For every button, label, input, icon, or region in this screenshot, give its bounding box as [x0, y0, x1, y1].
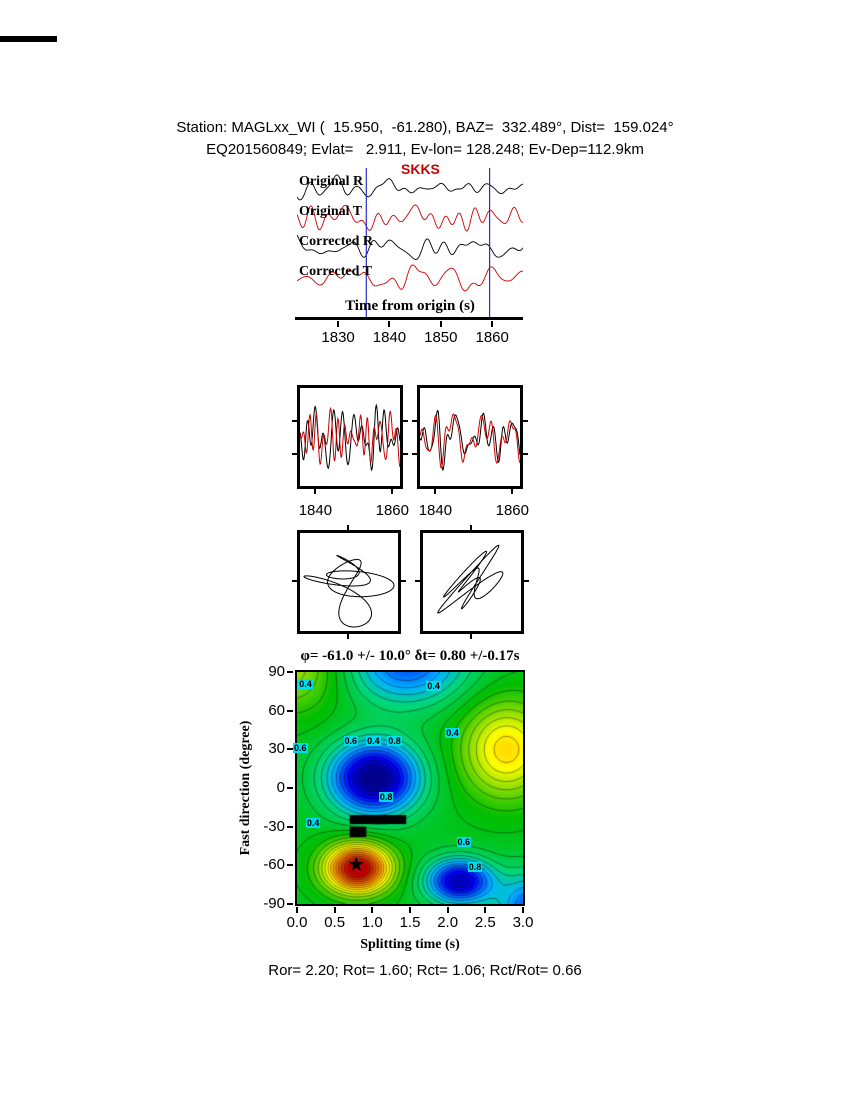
- contour-x-tick-label: 1.0: [361, 914, 383, 931]
- zoom-tick-label: 1860: [375, 502, 409, 519]
- contour-y-tick-label: -90: [263, 895, 285, 912]
- zoom-waveforms-corrected: [419, 409, 521, 472]
- trace-label: Corrected R: [299, 234, 373, 249]
- contour-y-tick-label: 30: [268, 740, 285, 758]
- contour-x-tick: [333, 907, 336, 913]
- panel-tick: [523, 420, 528, 422]
- contour-x-tick: [371, 907, 374, 913]
- time-axis-label: Time from origin (s): [345, 298, 475, 314]
- time-axis-tick-label: 1860: [475, 329, 509, 346]
- zoom-tick-label: 1840: [298, 502, 333, 519]
- panel-tick: [412, 453, 417, 455]
- zoom-tick-label: 1840: [418, 502, 453, 519]
- scan-artifact-bar: [0, 36, 57, 42]
- phase-label: SKKS: [401, 161, 440, 177]
- panel-tick: [292, 453, 297, 455]
- seismogram-trace-panel: Original R Original T Corrected R Corrected…: [296, 166, 524, 318]
- quality-stats-line: Ror= 2.20; Rot= 1.60; Rct= 1.06; Rct/Rot…: [268, 962, 582, 979]
- time-axis-tick-label: 1830: [321, 329, 355, 346]
- time-axis-tick-label: 1840: [372, 329, 407, 346]
- contour-x-tick-label: 2.5: [474, 914, 496, 931]
- zoom-panel-original: [292, 385, 408, 494]
- seismogram-traces: [296, 168, 524, 318]
- station-info-line: Station: MAGLxx_WI ( 15.950, -61.280), B…: [176, 119, 674, 136]
- zoom-waveforms-original: [299, 403, 401, 472]
- time-axis-tick: [491, 321, 494, 327]
- contour-y-tick: [287, 903, 293, 905]
- particle-motion-original: [292, 525, 406, 639]
- contour-y-tick-label: -60: [263, 856, 285, 874]
- contour-y-tick-label: 60: [268, 701, 285, 719]
- contour-y-tick: [287, 671, 293, 673]
- event-info-line: EQ201560849; Evlat= 2.911, Ev-lon= 128.2…: [206, 141, 644, 158]
- panel-tick: [434, 489, 437, 494]
- trace-label: Corrected T: [299, 264, 372, 279]
- contour-y-tick: [287, 709, 293, 712]
- contour-x-tick-label: 3.0: [512, 914, 534, 931]
- panel-tick: [292, 420, 297, 422]
- panel-tick: [412, 420, 417, 422]
- panel-tick: [524, 580, 529, 582]
- panel-tick: [403, 420, 408, 422]
- contour-y-tick: [287, 825, 293, 828]
- panel-tick: [292, 580, 297, 582]
- trace-label: Original R: [299, 174, 364, 189]
- trace-label: Original T: [299, 204, 363, 219]
- panel-tick: [511, 489, 514, 494]
- panel-tick: [347, 525, 349, 530]
- zoom-tick-label: 1860: [495, 502, 529, 519]
- time-axis-tick: [439, 321, 442, 327]
- contour-x-tick-label: 2.0: [437, 914, 459, 931]
- contour-x-tick: [296, 907, 298, 913]
- contour-y-tick-label: 90: [268, 663, 285, 680]
- contour-y-tick: [287, 748, 293, 751]
- time-axis-tick: [337, 321, 340, 327]
- time-axis-line: [295, 317, 523, 320]
- panel-tick: [391, 489, 394, 494]
- panel-tick: [470, 634, 472, 639]
- contour-y-tick: [287, 787, 293, 789]
- x-axis-label: Splitting time (s): [360, 937, 460, 952]
- time-axis-tick: [388, 321, 391, 327]
- time-axis-tick-label: 1850: [424, 329, 458, 346]
- contour-x-tick-label: 0.5: [324, 914, 346, 931]
- contour-x-tick: [446, 907, 449, 913]
- panel-tick: [523, 453, 528, 455]
- panel-tick: [314, 489, 317, 494]
- panel-tick: [401, 580, 406, 582]
- contour-y-tick-label: -30: [263, 817, 285, 835]
- error-surface-contour-plot: [295, 670, 525, 906]
- particle-motion-corrected: [415, 525, 529, 639]
- contour-x-tick: [409, 907, 411, 913]
- panel-tick: [470, 525, 472, 530]
- contour-x-tick: [484, 907, 487, 913]
- contour-x-tick: [522, 907, 524, 913]
- panel-tick: [403, 453, 408, 455]
- panel-tick: [347, 634, 349, 639]
- hodogram-original: [303, 554, 395, 628]
- contour-x-tick-label: 1.5: [399, 914, 421, 931]
- splitting-result-title: φ= -61.0 +/- 10.0° δt= 0.80 +/-0.17s: [300, 648, 520, 664]
- contour-y-tick-label: 0: [276, 779, 285, 796]
- hodogram-corrected: [437, 544, 504, 614]
- zoom-panel-corrected: [412, 385, 528, 494]
- contour-x-tick-label: 0.0: [286, 914, 308, 931]
- panel-tick: [415, 580, 420, 582]
- contour-y-tick: [287, 864, 293, 867]
